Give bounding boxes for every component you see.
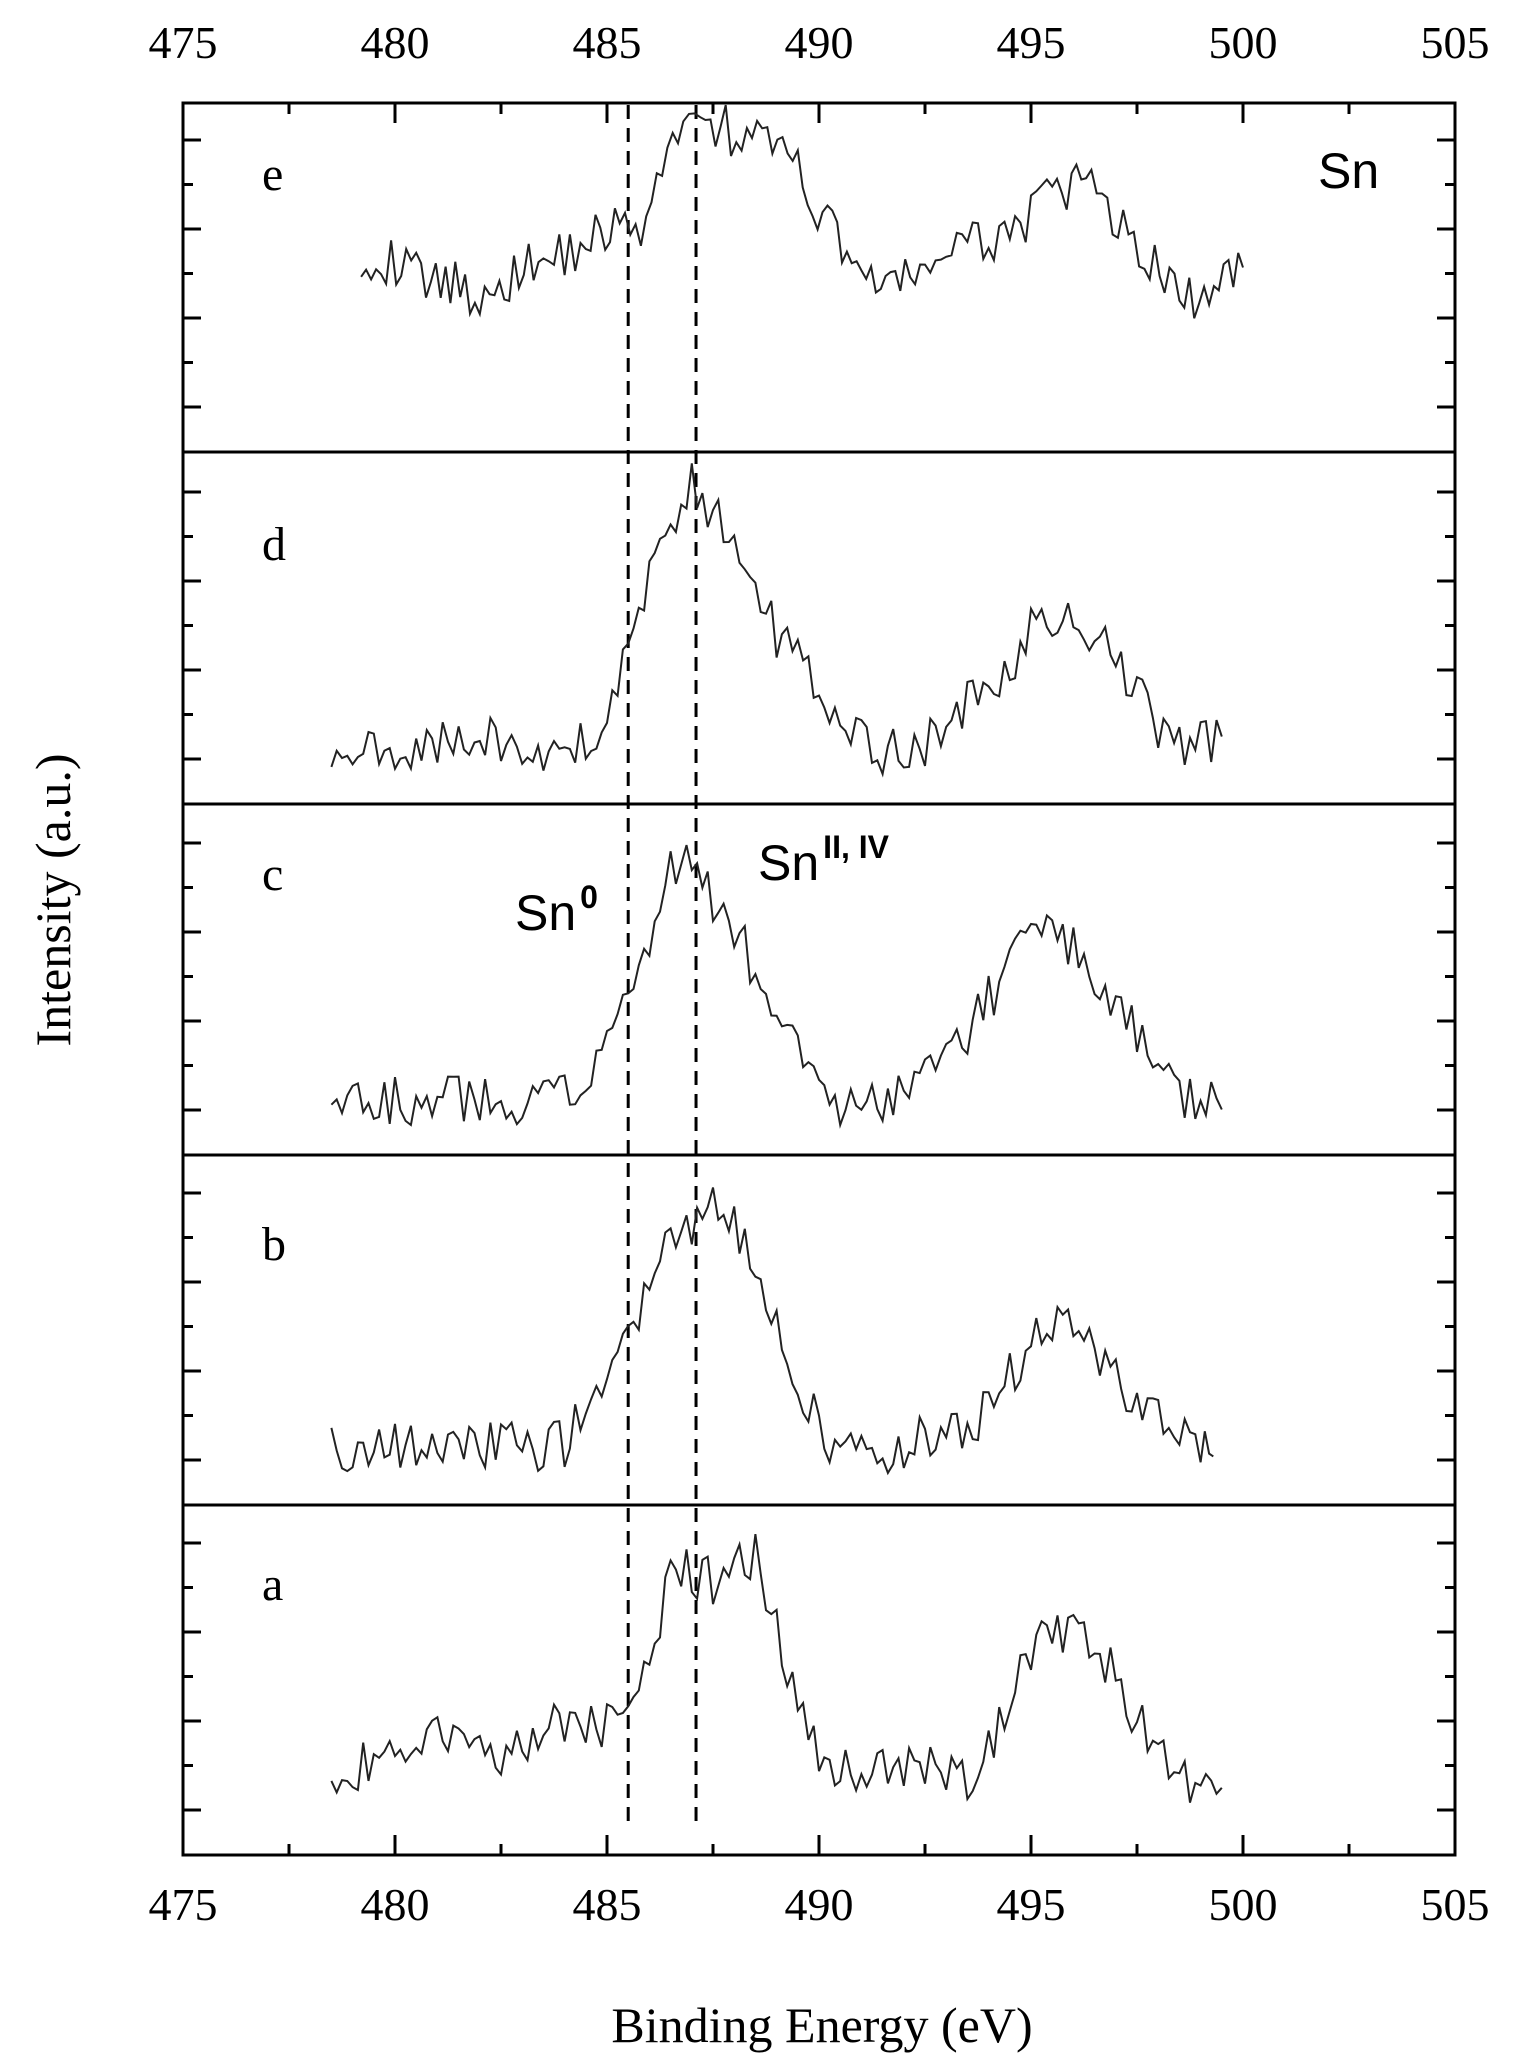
x-tick-label-bottom: 485 — [573, 1879, 642, 1930]
reference-label-base: Sn — [758, 835, 819, 891]
x-tick-label-bottom: 475 — [149, 1879, 218, 1930]
element-label: Sn — [1318, 143, 1379, 199]
series-line-c — [330, 844, 1223, 1129]
x-tick-label-bottom: 495 — [997, 1879, 1066, 1930]
panel-label-e: e — [262, 148, 283, 201]
axis-ticks: 475 475 480 480 485 485 490 490 495 495 500 500 505 5… — [149, 17, 1490, 1930]
panel-label-b: b — [262, 1218, 286, 1271]
x-axis-title: Binding Energy (eV) — [611, 1997, 1032, 2053]
x-tick-label-top: 505 — [1421, 17, 1490, 68]
plot-frame — [181, 101, 1457, 1857]
series-line-e — [360, 104, 1244, 319]
x-tick-label-top: 490 — [785, 17, 854, 68]
text-labels: Sn Binding Energy (eV) Intensity (a.u.) … — [25, 143, 1379, 2053]
spectra — [330, 104, 1244, 1803]
x-tick-label-top: 485 — [573, 17, 642, 68]
x-tick-label-top: 500 — [1209, 17, 1278, 68]
x-tick-label-top: 495 — [997, 17, 1066, 68]
x-tick-label-top: 475 — [149, 17, 218, 68]
series-line-a — [330, 1533, 1223, 1803]
series-line-d — [330, 463, 1223, 778]
series-line-b — [330, 1187, 1214, 1476]
x-tick-label-bottom: 480 — [361, 1879, 430, 1930]
plot-border — [181, 101, 1457, 1857]
panel-label-a: a — [262, 1558, 283, 1611]
reference-label-superscript: 0 — [580, 879, 598, 915]
reference-line-label: Sn 0 — [515, 879, 598, 941]
x-tick-label-bottom: 505 — [1421, 1879, 1490, 1930]
reference-label-base: Sn — [515, 885, 576, 941]
x-tick-label-bottom: 500 — [1209, 1879, 1278, 1930]
panel-label-c: c — [262, 848, 283, 901]
x-tick-label-top: 480 — [361, 17, 430, 68]
reference-lines: Sn 0Sn II, IV — [515, 105, 890, 1828]
x-tick-label-bottom: 490 — [785, 1879, 854, 1930]
reference-line-label: Sn II, IV — [758, 829, 890, 891]
panel-label-d: d — [262, 518, 286, 571]
reference-label-superscript: II, IV — [823, 829, 889, 865]
y-axis-title: Intensity (a.u.) — [25, 754, 81, 1047]
